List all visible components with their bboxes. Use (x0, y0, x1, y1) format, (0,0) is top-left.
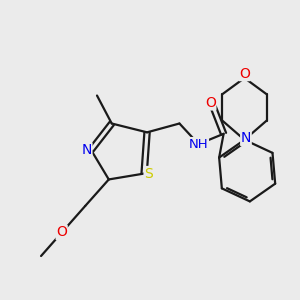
Text: O: O (56, 225, 67, 239)
Text: S: S (144, 167, 153, 181)
Text: NH: NH (189, 138, 208, 151)
Text: O: O (205, 96, 216, 110)
Text: N: N (241, 131, 251, 145)
Text: O: O (239, 67, 250, 81)
Text: N: N (82, 143, 92, 157)
